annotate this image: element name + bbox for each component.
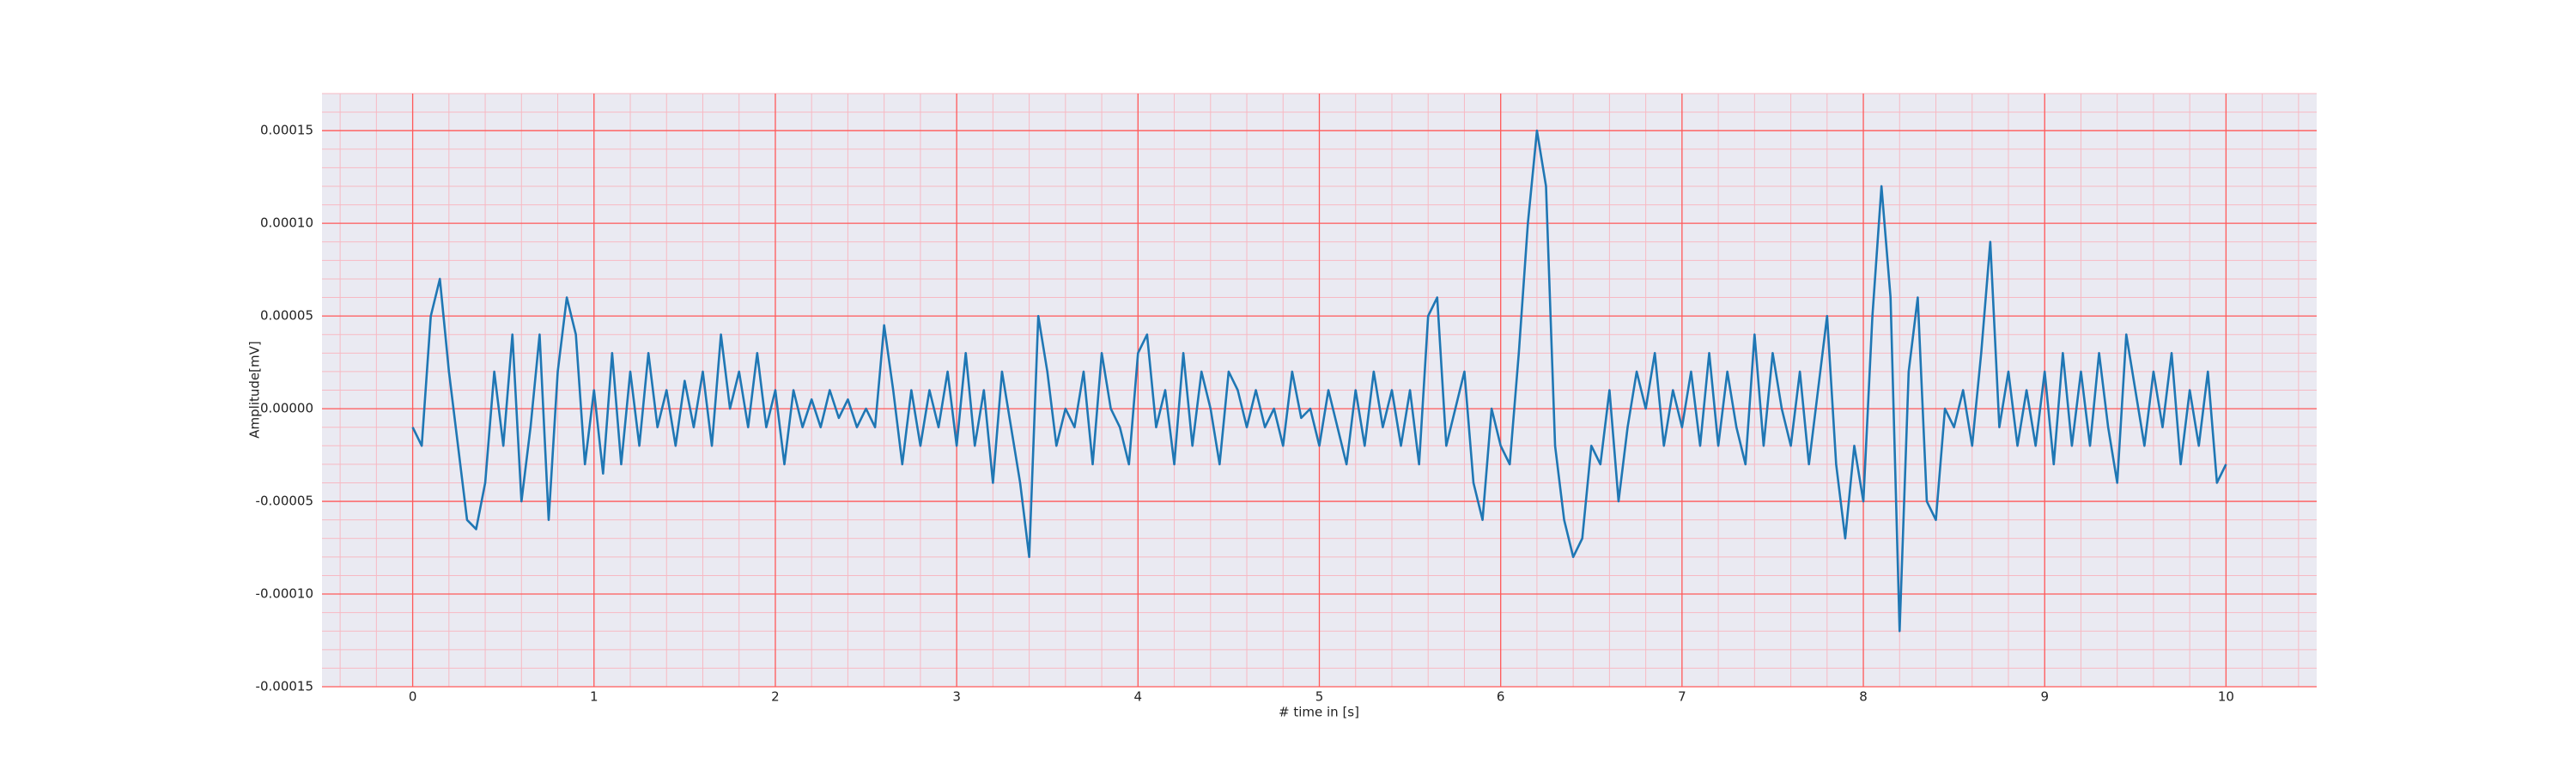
y-axis-label: Amplitude[mV] bbox=[247, 341, 263, 438]
y-tick-label: 0.00000 bbox=[260, 401, 313, 416]
x-tick-label: 6 bbox=[1497, 689, 1505, 705]
x-tick-label: 10 bbox=[2218, 689, 2234, 705]
y-tick-label: 0.00015 bbox=[260, 123, 313, 138]
x-tick-label: 0 bbox=[409, 689, 417, 705]
x-tick-label: 8 bbox=[1859, 689, 1868, 705]
x-tick-label: 9 bbox=[2040, 689, 2049, 705]
x-tick-label: 1 bbox=[590, 689, 598, 705]
y-tick-label: -0.00005 bbox=[256, 494, 313, 509]
y-tick-label: -0.00015 bbox=[256, 679, 313, 694]
series bbox=[411, 129, 2227, 633]
y-tick-label: -0.00010 bbox=[256, 586, 313, 602]
x-tick-label: 5 bbox=[1315, 689, 1324, 705]
signal-line bbox=[411, 129, 2227, 633]
x-tick-label: 2 bbox=[771, 689, 780, 705]
ticks: 0 1 2 3 4 5 6 7 8 9 10 0.00015 0.00010 0.00005 0.00000… bbox=[256, 123, 2234, 705]
x-axis-label: # time in [s] bbox=[1279, 705, 1359, 720]
x-tick-label: 3 bbox=[952, 689, 961, 705]
y-tick-label: 0.00005 bbox=[260, 308, 313, 324]
y-tick-label: 0.00010 bbox=[260, 215, 313, 231]
x-tick-label: 4 bbox=[1134, 689, 1143, 705]
x-tick-label: 7 bbox=[1678, 689, 1686, 705]
